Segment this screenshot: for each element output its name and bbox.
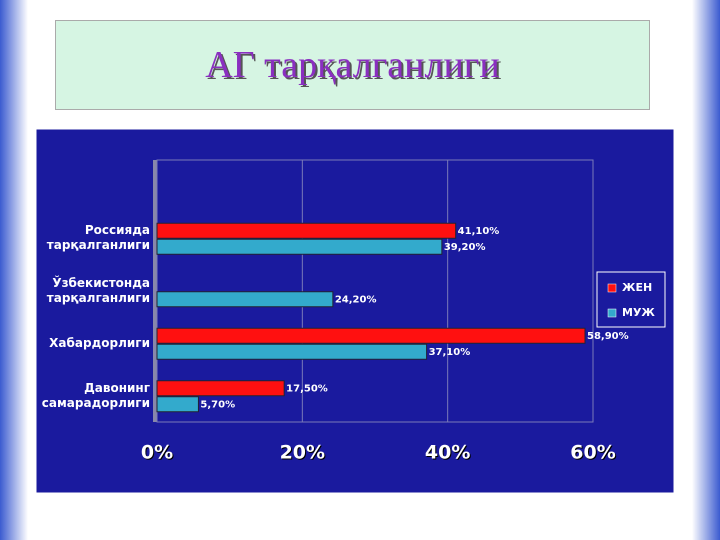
value-label: 17,50% bbox=[286, 383, 328, 394]
x-tick-label: 60% bbox=[570, 442, 615, 464]
legend-label: ЖЕН bbox=[622, 281, 652, 294]
bar bbox=[156, 327, 586, 344]
value-label: 41,10% bbox=[458, 226, 500, 237]
category-label-text: Ўзбекистонда тарқалганлиги bbox=[46, 275, 150, 305]
category-label: Россияда тарқалганлиги bbox=[46, 223, 150, 253]
value-label: 58,90% bbox=[587, 331, 629, 342]
x-tick-label: 40% bbox=[425, 442, 470, 464]
category-label-text: Россияда тарқалганлиги bbox=[46, 223, 150, 253]
axis-wall bbox=[153, 160, 157, 422]
category-label-text: Хабардорлиги bbox=[49, 335, 150, 350]
category-label: Хабардорлиги bbox=[49, 335, 150, 350]
value-label: 5,70% bbox=[200, 399, 235, 410]
value-label: 37,10% bbox=[429, 347, 471, 358]
value-label: 39,20% bbox=[444, 242, 486, 253]
bar bbox=[156, 343, 428, 360]
bar bbox=[156, 380, 285, 397]
title-box: АГ тарқалганлиги bbox=[55, 20, 650, 110]
chart-title: АГ тарқалганлиги bbox=[205, 44, 500, 86]
legend-swatch bbox=[607, 283, 617, 293]
bar bbox=[156, 291, 334, 308]
bar bbox=[156, 396, 199, 413]
category-label: Ўзбекистонда тарқалганлиги bbox=[46, 275, 150, 305]
value-label: 24,20% bbox=[335, 294, 377, 305]
x-tick-label: 0% bbox=[141, 442, 173, 464]
bar bbox=[156, 238, 443, 255]
bar bbox=[156, 222, 457, 239]
legend-label: МУЖ bbox=[622, 306, 655, 319]
category-label-text: Давонинг самарадорлиги bbox=[41, 380, 150, 410]
legend-swatch bbox=[607, 308, 617, 318]
legend-box bbox=[596, 271, 666, 328]
x-tick-label: 20% bbox=[280, 442, 325, 464]
category-label: Давонинг самарадорлиги bbox=[41, 380, 150, 410]
chart-panel bbox=[33, 126, 677, 496]
